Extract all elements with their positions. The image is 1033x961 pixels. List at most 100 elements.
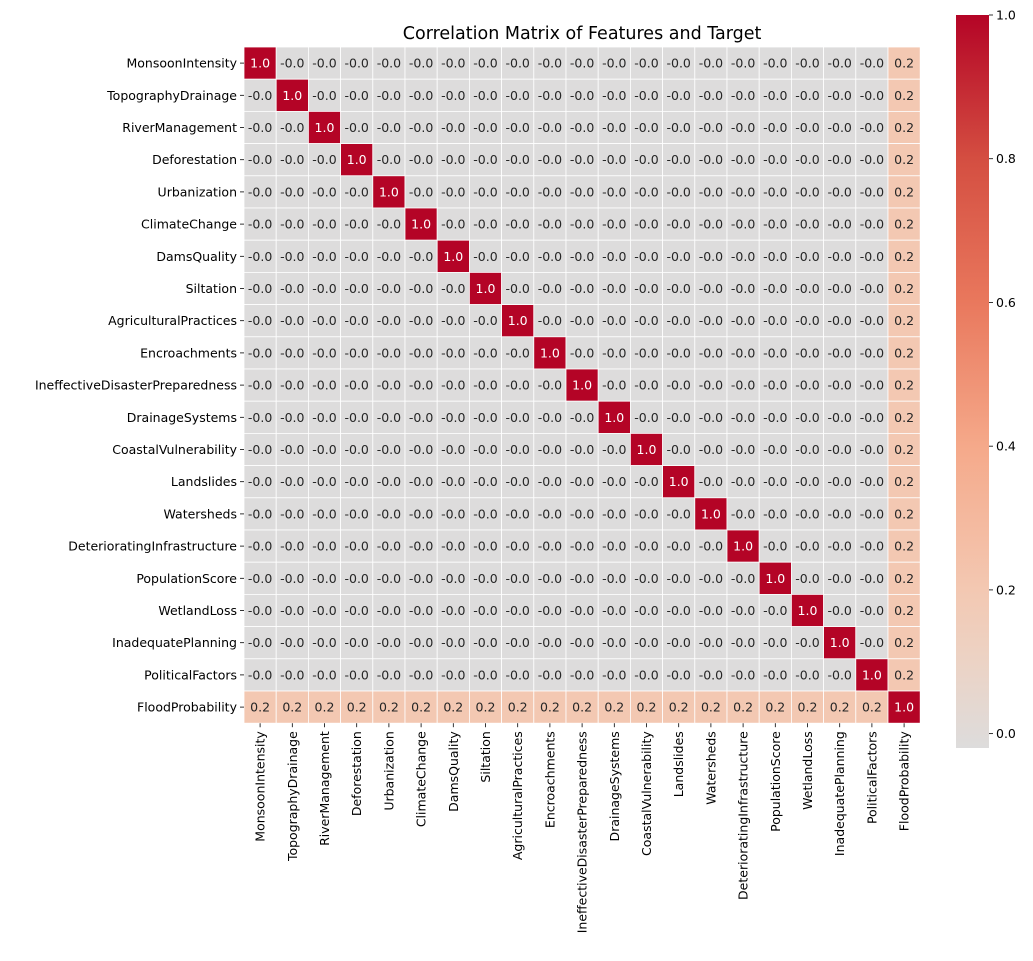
cell-value-label: -0.0 <box>538 217 562 232</box>
heatmap-cell <box>340 561 374 595</box>
colorbar-tick-label: 0.8 <box>996 151 1016 166</box>
cell-value-label: -0.0 <box>667 378 691 393</box>
cell-value-label: -0.0 <box>667 184 691 199</box>
cell-value-label: -0.0 <box>248 184 272 199</box>
heatmap-cell <box>275 465 309 499</box>
heatmap-cell <box>243 143 277 177</box>
cell-value-label: 1.0 <box>765 571 785 586</box>
cell-value-label: -0.0 <box>763 281 787 296</box>
heatmap-cell <box>630 239 664 273</box>
cell-value-label: -0.0 <box>828 217 852 232</box>
cell-value-label: -0.0 <box>248 345 272 360</box>
heatmap-cell <box>565 368 599 402</box>
cell-value-label: -0.0 <box>312 378 336 393</box>
cell-value-label: 1.0 <box>282 88 302 103</box>
heatmap-cell <box>340 271 374 305</box>
heatmap-cell <box>887 368 921 402</box>
heatmap-cell <box>597 594 631 628</box>
heatmap-cell <box>823 400 857 434</box>
cell-value-label: -0.0 <box>860 152 884 167</box>
heatmap-cell <box>855 529 889 563</box>
cell-value-label: -0.0 <box>602 184 626 199</box>
cell-value-label: -0.0 <box>860 249 884 264</box>
heatmap-cell <box>887 78 921 112</box>
cell-value-label: -0.0 <box>763 152 787 167</box>
row-label: WetlandLoss <box>158 603 237 618</box>
cell-value-label: -0.0 <box>731 88 755 103</box>
cell-value-label: -0.0 <box>441 667 465 682</box>
cell-value-label: -0.0 <box>280 506 304 521</box>
heatmap-cell <box>662 497 696 531</box>
heatmap-cell <box>468 271 502 305</box>
cell-value-label: -0.0 <box>570 667 594 682</box>
cell-value-label: -0.0 <box>763 184 787 199</box>
cell-value-label: -0.0 <box>473 474 497 489</box>
cell-value-label: -0.0 <box>795 249 819 264</box>
cell-value-label: -0.0 <box>634 667 658 682</box>
heatmap-cell <box>855 143 889 177</box>
heatmap-cell <box>565 304 599 338</box>
heatmap-cell <box>855 368 889 402</box>
heatmap-cell <box>597 658 631 692</box>
heatmap-cell <box>791 368 825 402</box>
heatmap-cell <box>823 46 857 80</box>
cell-value-label: -0.0 <box>345 184 369 199</box>
column-label: MonsoonIntensity <box>253 731 268 842</box>
cell-value-label: -0.0 <box>377 539 401 554</box>
cell-value-label: -0.0 <box>570 345 594 360</box>
cell-value-label: -0.0 <box>473 152 497 167</box>
cell-value-label: -0.0 <box>634 539 658 554</box>
heatmap-cell <box>533 46 567 80</box>
cell-value-label: -0.0 <box>473 378 497 393</box>
cell-value-label: -0.0 <box>763 120 787 135</box>
cell-value-label: 0.2 <box>894 410 914 425</box>
heatmap-cell <box>436 175 470 209</box>
cell-value-label: 1.0 <box>540 345 560 360</box>
cell-value-label: -0.0 <box>634 281 658 296</box>
cell-value-label: -0.0 <box>312 217 336 232</box>
heatmap-cell <box>726 561 760 595</box>
cell-value-label: 0.2 <box>894 442 914 457</box>
cell-value-label: -0.0 <box>473 345 497 360</box>
cell-value-label: -0.0 <box>763 603 787 618</box>
cell-value-label: 0.2 <box>765 700 785 715</box>
cell-value-label: -0.0 <box>602 281 626 296</box>
cell-value-label: 0.2 <box>830 700 850 715</box>
cell-value-label: -0.0 <box>860 635 884 650</box>
cell-value-label: -0.0 <box>795 539 819 554</box>
cell-value-label: -0.0 <box>409 378 433 393</box>
heatmap-cell <box>855 561 889 595</box>
cell-value-label: -0.0 <box>763 378 787 393</box>
cell-value-label: -0.0 <box>570 88 594 103</box>
cell-value-label: -0.0 <box>602 88 626 103</box>
cell-value-label: -0.0 <box>667 217 691 232</box>
cell-value-label: -0.0 <box>506 635 530 650</box>
heatmap-cell <box>340 626 374 660</box>
cell-value-label: -0.0 <box>280 571 304 586</box>
heatmap-cell <box>694 143 728 177</box>
heatmap-cell <box>533 271 567 305</box>
row-label: Urbanization <box>158 184 237 199</box>
heatmap-cell <box>372 432 406 466</box>
heatmap-cell <box>404 111 438 145</box>
heatmap-cell <box>501 111 535 145</box>
cell-value-label: 1.0 <box>379 184 399 199</box>
cell-value-label: 0.2 <box>701 700 721 715</box>
cell-value-label: -0.0 <box>248 378 272 393</box>
heatmap-cell <box>436 143 470 177</box>
cell-value-label: -0.0 <box>828 184 852 199</box>
heatmap-cell <box>372 143 406 177</box>
cell-value-label: -0.0 <box>699 313 723 328</box>
heatmap-cell <box>758 432 792 466</box>
cell-value-label: -0.0 <box>345 667 369 682</box>
cell-value-label: -0.0 <box>345 378 369 393</box>
heatmap-cell <box>372 658 406 692</box>
row-label: DrainageSystems <box>127 410 237 425</box>
cell-value-label: -0.0 <box>345 88 369 103</box>
cell-value-label: -0.0 <box>280 56 304 71</box>
heatmap-cell <box>694 78 728 112</box>
heatmap-cell <box>275 336 309 370</box>
heatmap-cell <box>275 271 309 305</box>
cell-value-label: -0.0 <box>699 603 723 618</box>
cell-value-label: -0.0 <box>828 120 852 135</box>
